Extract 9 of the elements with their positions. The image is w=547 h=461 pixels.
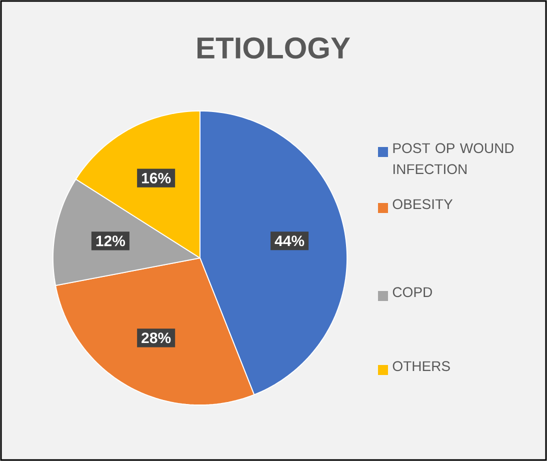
legend-label: COPD (392, 287, 432, 298)
data-label: 28% (142, 332, 171, 344)
data-label: 16% (142, 172, 171, 184)
legend-label: POST OP WOUND INFECTION (393, 143, 514, 174)
legend-label: OTHERS (392, 361, 450, 372)
chart-title: ETIOLOGY (198, 37, 350, 59)
data-label: 12% (96, 236, 126, 246)
legend-label: OBESITY (392, 199, 453, 210)
data-label: 44% (274, 236, 304, 246)
